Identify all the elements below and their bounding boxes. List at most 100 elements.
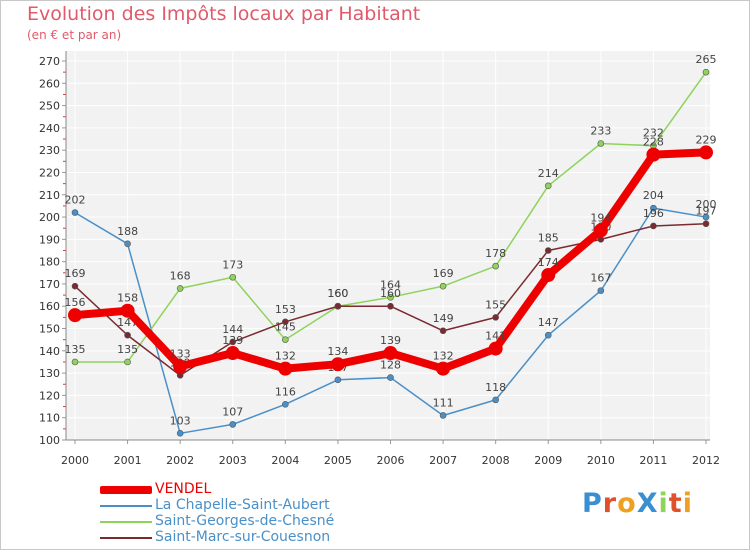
- data-point: [699, 145, 713, 160]
- y-tick-label: 210: [39, 189, 60, 202]
- data-label: 144: [222, 323, 243, 336]
- data-point: [229, 338, 237, 346]
- data-point: [492, 396, 499, 404]
- legend-swatch: [100, 537, 152, 539]
- x-tick-label: 2002: [166, 454, 194, 467]
- x-tick-label: 2009: [534, 454, 562, 467]
- data-label: 233: [590, 124, 611, 137]
- x-tick-label: 2004: [271, 454, 299, 467]
- data-label: 202: [65, 194, 86, 207]
- data-label: 139: [222, 334, 243, 347]
- y-tick-label: 120: [39, 389, 60, 402]
- y-tick-label: 190: [39, 233, 60, 246]
- data-point: [71, 358, 79, 366]
- y-tick-label: 240: [39, 122, 60, 135]
- legend-label: Saint-Georges-de-Chesné: [155, 513, 335, 529]
- data-label: 169: [433, 267, 454, 280]
- data-point: [383, 346, 398, 361]
- data-point: [492, 314, 499, 321]
- data-label: 197: [696, 205, 717, 218]
- y-tick-label: 140: [39, 345, 60, 358]
- data-label: 155: [485, 298, 506, 311]
- legend-label: Saint-Marc-sur-Couesnon: [155, 529, 331, 545]
- data-label: 188: [117, 225, 138, 238]
- proxiti-logo: ProXiti: [582, 488, 693, 519]
- legend-swatch: [100, 486, 152, 494]
- y-tick-label: 250: [39, 100, 60, 113]
- data-label: 133: [170, 347, 191, 360]
- data-point: [68, 308, 82, 323]
- data-label: 147: [538, 316, 559, 329]
- data-point: [120, 303, 135, 318]
- data-label: 141: [485, 330, 506, 343]
- y-tick-label: 150: [39, 323, 60, 336]
- data-label: 228: [643, 136, 664, 149]
- data-point: [278, 361, 293, 376]
- data-point: [124, 331, 131, 339]
- data-label: 135: [117, 343, 138, 356]
- y-tick-label: 170: [39, 278, 60, 291]
- data-label: 265: [696, 53, 717, 66]
- data-label: 204: [643, 189, 664, 202]
- y-tick-label: 260: [39, 77, 60, 90]
- data-label: 167: [590, 272, 611, 285]
- data-point: [334, 302, 342, 310]
- data-label: 160: [327, 287, 348, 300]
- data-point: [436, 361, 451, 376]
- x-tick-label: 2011: [639, 454, 667, 467]
- data-label: 196: [643, 207, 664, 220]
- y-tick-label: 220: [39, 166, 60, 179]
- data-point: [702, 68, 710, 76]
- data-label: 185: [538, 232, 559, 245]
- data-point: [176, 285, 184, 292]
- data-point: [282, 336, 289, 343]
- x-tick-label: 2003: [219, 454, 247, 467]
- chart-title: Evolution des Impôts locaux par Habitant: [27, 3, 421, 25]
- data-point: [650, 222, 657, 230]
- data-point: [282, 318, 289, 326]
- data-label: 139: [380, 334, 401, 347]
- data-label: 135: [65, 343, 86, 356]
- data-point: [439, 282, 447, 290]
- data-label: 200: [696, 198, 717, 211]
- data-point: [71, 282, 79, 290]
- x-tick-label: 2005: [324, 454, 352, 467]
- y-tick-label: 230: [39, 144, 60, 157]
- legend-swatch: [100, 505, 152, 507]
- x-tick-label: 2001: [114, 454, 142, 467]
- y-tick-label: 130: [39, 367, 60, 380]
- line-chart: 100 110 120 130 140 150 160 170 180 190 200 210 220 2…: [39, 51, 720, 467]
- data-point: [229, 273, 237, 281]
- data-point: [387, 294, 394, 301]
- data-point: [544, 331, 552, 339]
- data-point: [646, 147, 661, 162]
- x-tick-label: 2006: [377, 454, 405, 467]
- data-label: 116: [275, 385, 296, 398]
- legend-swatch: [100, 521, 152, 523]
- y-tick-label: 270: [39, 55, 60, 68]
- data-point: [702, 220, 710, 228]
- data-label: 160: [327, 287, 348, 300]
- legend-label: VENDEL: [155, 481, 212, 497]
- data-point: [544, 247, 552, 254]
- data-label: 107: [222, 405, 243, 418]
- data-label: 156: [65, 296, 86, 309]
- y-tick-label: 200: [39, 211, 60, 224]
- y-tick-label: 100: [39, 434, 60, 447]
- data-point: [488, 341, 503, 356]
- data-label: 132: [275, 350, 296, 363]
- data-point: [593, 223, 608, 238]
- data-point: [330, 357, 345, 372]
- data-point: [282, 401, 289, 408]
- data-label: 168: [170, 269, 191, 282]
- x-tick-label: 2007: [429, 454, 457, 467]
- y-tick-label: 180: [39, 256, 60, 269]
- data-label: 174: [538, 256, 559, 269]
- y-tick-label: 110: [39, 412, 60, 425]
- x-tick-label: 2000: [61, 454, 89, 467]
- legend-label: La Chapelle-Saint-Aubert: [155, 497, 330, 513]
- data-point: [387, 374, 394, 381]
- data-point: [387, 302, 394, 310]
- data-point: [544, 182, 552, 190]
- x-tick-label: 2010: [587, 454, 615, 467]
